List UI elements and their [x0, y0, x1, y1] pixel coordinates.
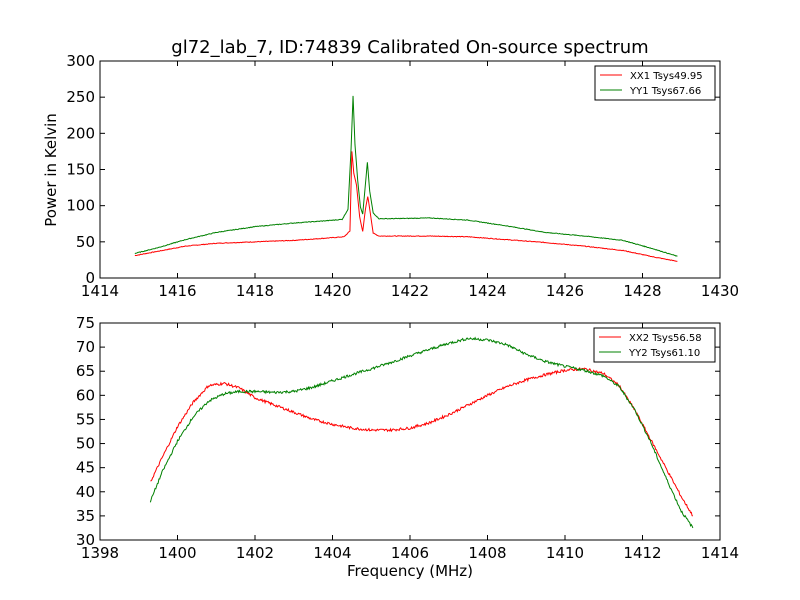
top-x-axis: 1414 1416 1418 1420 1422 1424 1426 1428 1430: [81, 61, 739, 300]
y-tick-label: 30: [76, 531, 95, 549]
x-tick-label: 1404: [313, 544, 351, 562]
y-tick-label: 50: [76, 233, 95, 251]
y-tick-label: 70: [76, 338, 95, 356]
x-tick-label: 1414: [701, 544, 739, 562]
bottom-y-axis: 30 35 40 45 50 55 60 65 70 75: [76, 314, 720, 549]
top-subplot: 1414 1416 1418 1420 1422 1424 1426 1428 1430 0 50…: [42, 52, 739, 300]
x-tick-label: 1406: [391, 544, 429, 562]
y-tick-label: 75: [76, 314, 95, 332]
legend-label: XX2 Tsys56.58: [629, 333, 702, 344]
y-tick-label: 65: [76, 362, 95, 380]
bottom-x-axis: 1398 1400 1402 1404 1406 1408 1410 1412 1414: [81, 323, 739, 562]
top-y-axis-title: Power in Kelvin: [42, 113, 60, 227]
legend-box: [593, 327, 716, 363]
x-tick-label: 1402: [236, 544, 274, 562]
series-line-bottom-1: [149, 336, 694, 529]
x-tick-label: 1428: [623, 282, 661, 300]
y-tick-label: 150: [66, 161, 95, 179]
bottom-x-axis-title: Frequency (MHz): [347, 562, 473, 580]
x-tick-label: 1426: [546, 282, 584, 300]
top-series-lines: [134, 95, 678, 262]
top-y-axis: 0 50 100 150 200 250 300: [66, 52, 720, 287]
y-tick-label: 45: [76, 459, 95, 477]
x-tick-label: 1408: [468, 544, 506, 562]
x-tick-label: 1416: [158, 282, 196, 300]
top-legend: XX1 Tsys49.95 YY1 Tsys67.66: [594, 65, 716, 101]
bottom-series-lines: [149, 336, 694, 529]
legend-label: YY2 Tsys61.10: [628, 348, 700, 359]
x-tick-label: 1410: [546, 544, 584, 562]
y-tick-label: 60: [76, 386, 95, 404]
x-tick-label: 1412: [623, 544, 661, 562]
y-tick-label: 200: [66, 124, 95, 142]
x-tick-label: 1422: [391, 282, 429, 300]
y-tick-label: 250: [66, 88, 95, 106]
bottom-legend: XX2 Tsys56.58 YY2 Tsys61.10: [593, 327, 716, 363]
y-tick-label: 300: [66, 52, 95, 70]
legend-label: YY1 Tsys67.66: [629, 86, 701, 97]
x-tick-label: 1398: [81, 544, 119, 562]
y-tick-label: 50: [76, 435, 95, 453]
y-tick-label: 100: [66, 197, 95, 215]
bottom-subplot: 1398 1400 1402 1404 1406 1408 1410 1412 1414 303…: [76, 314, 739, 580]
y-tick-label: 55: [76, 410, 95, 428]
x-tick-label: 1424: [468, 282, 506, 300]
legend-box: [594, 65, 716, 101]
series-line-top-0: [134, 151, 678, 262]
x-tick-label: 1400: [158, 544, 196, 562]
y-tick-label: 40: [76, 483, 95, 501]
series-line-bottom-0: [150, 367, 694, 517]
x-tick-label: 1418: [236, 282, 274, 300]
x-tick-label: 1420: [313, 282, 351, 300]
series-line-top-1: [134, 95, 678, 257]
x-tick-label: 1430: [701, 282, 739, 300]
figure-title: gl72_lab_7, ID:74839 Calibrated On-sourc…: [171, 37, 648, 58]
x-tick-label: 1414: [81, 282, 119, 300]
y-tick-label: 0: [85, 269, 95, 287]
legend-label: XX1 Tsys49.95: [630, 71, 703, 82]
y-tick-label: 35: [76, 507, 95, 525]
